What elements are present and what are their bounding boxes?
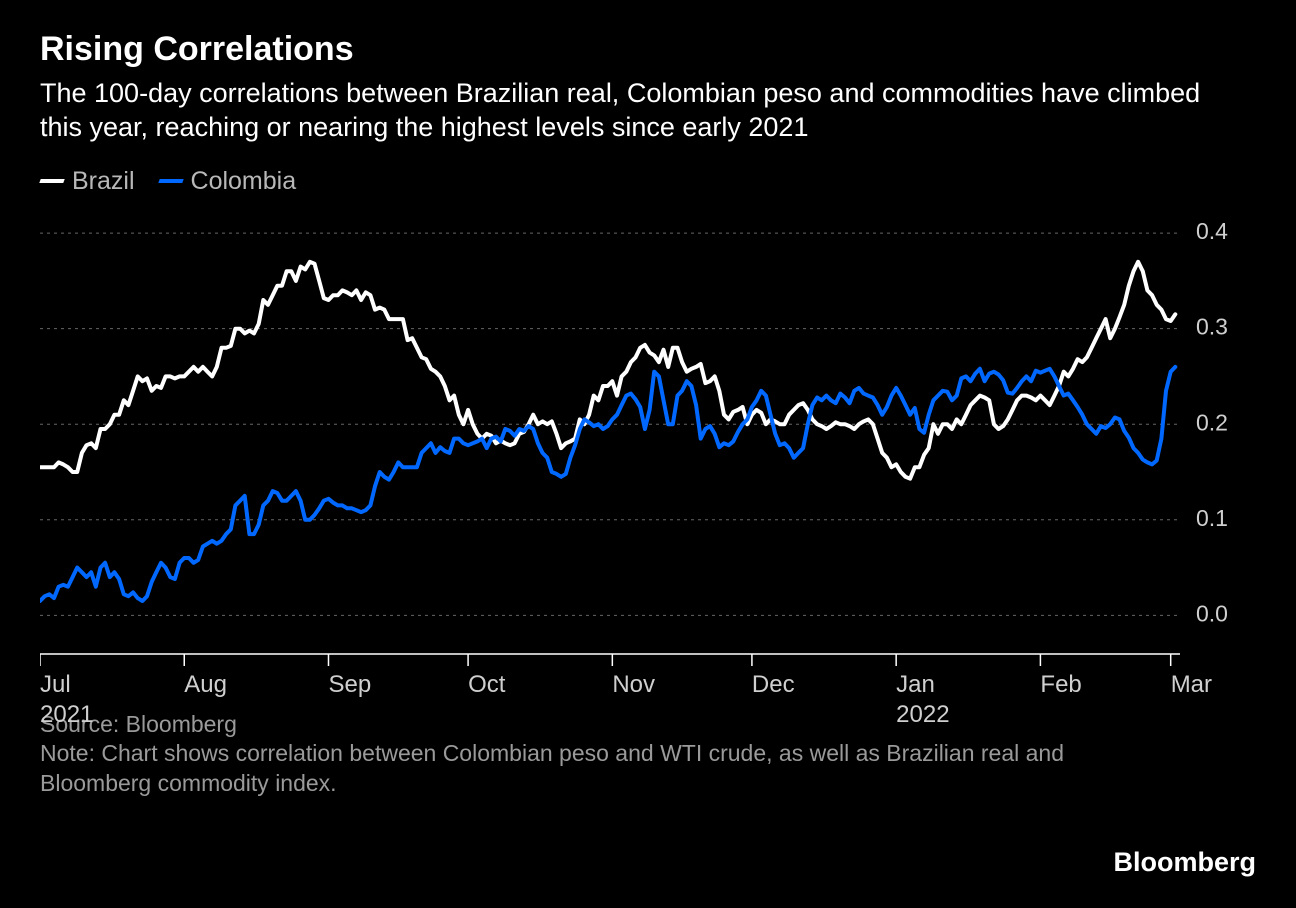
svg-text:Mar: Mar xyxy=(1171,671,1212,698)
legend-label-colombia: Colombia xyxy=(191,167,297,196)
legend-label-brazil: Brazil xyxy=(72,167,135,196)
chart-plot-area: 0.00.10.20.30.4Jul2021AugSepOctNovDecJan… xyxy=(40,214,1256,694)
svg-text:Oct: Oct xyxy=(468,671,506,698)
svg-text:0.0: 0.0 xyxy=(1196,600,1228,626)
svg-text:0.3: 0.3 xyxy=(1196,313,1228,339)
svg-text:Feb: Feb xyxy=(1040,671,1081,698)
svg-text:0.4: 0.4 xyxy=(1196,218,1228,244)
legend: Brazil Colombia xyxy=(40,167,1256,196)
svg-text:Dec: Dec xyxy=(752,671,795,698)
svg-text:2022: 2022 xyxy=(896,701,949,728)
svg-text:Jul: Jul xyxy=(40,671,71,698)
svg-text:Nov: Nov xyxy=(612,671,655,698)
chart-subtitle: The 100-day correlations between Brazili… xyxy=(40,77,1220,145)
legend-item-colombia: Colombia xyxy=(159,167,297,196)
note-text: Note: Chart shows correlation between Co… xyxy=(40,739,1090,799)
chart-container: Rising Correlations The 100-day correlat… xyxy=(0,0,1296,908)
svg-text:0.1: 0.1 xyxy=(1196,504,1228,530)
legend-swatch-colombia xyxy=(158,179,183,183)
svg-text:Aug: Aug xyxy=(184,671,227,698)
svg-text:2021: 2021 xyxy=(40,701,93,728)
brand-logo-text: Bloomberg xyxy=(1113,847,1256,878)
svg-text:Jan: Jan xyxy=(896,671,935,698)
legend-swatch-brazil xyxy=(39,179,64,183)
legend-item-brazil: Brazil xyxy=(40,167,135,196)
svg-text:Sep: Sep xyxy=(328,671,371,698)
line-chart-svg: 0.0 0.1 0.2 0.3 0.4 Jul 2021 Aug Sep Oct Nov Dec Jan… xyxy=(40,214,1256,734)
svg-text:0.2: 0.2 xyxy=(1196,409,1228,435)
chart-title: Rising Correlations xyxy=(40,30,1256,69)
